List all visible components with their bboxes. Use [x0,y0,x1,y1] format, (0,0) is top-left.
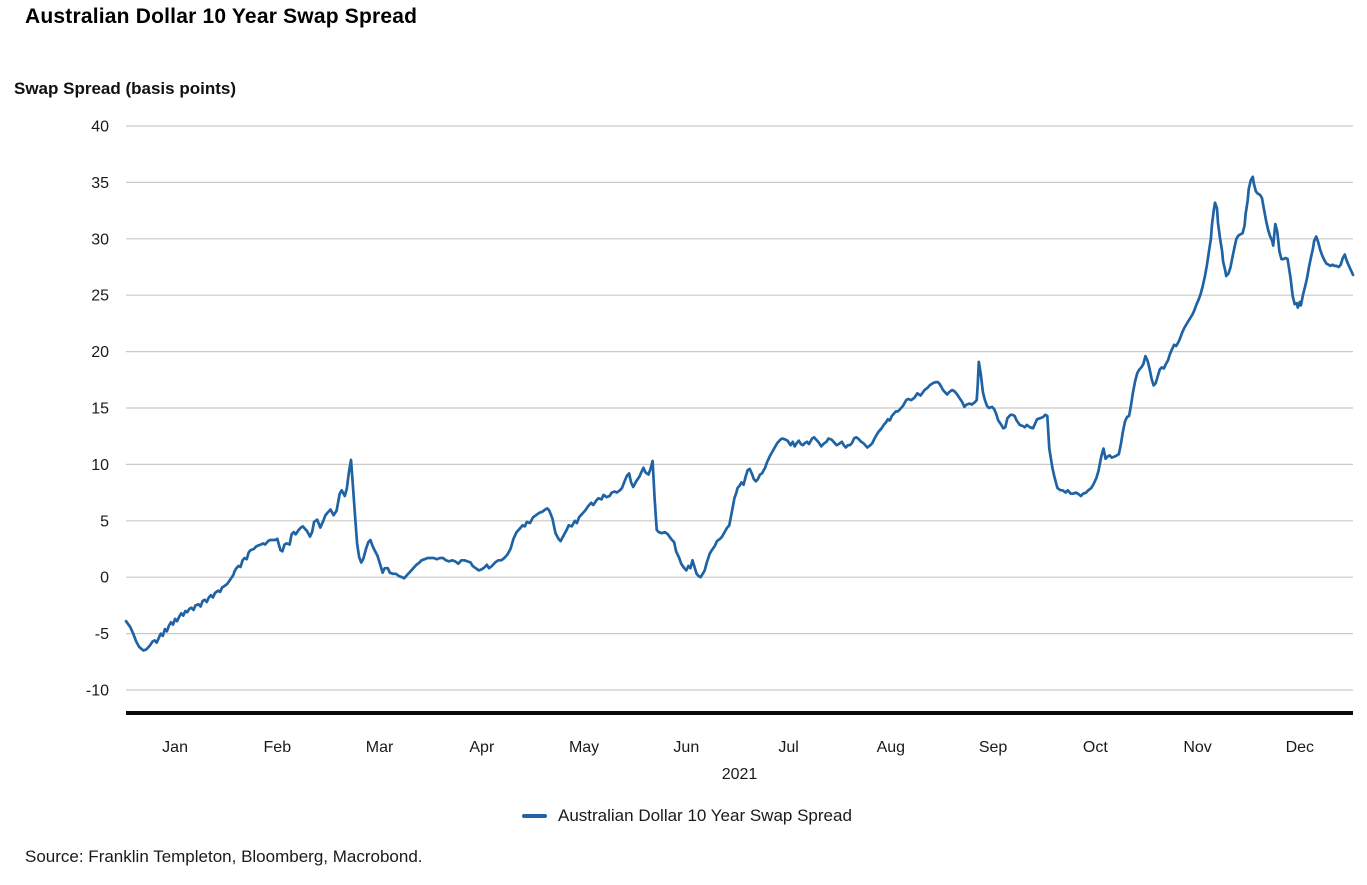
x-month-label: Jul [778,739,798,756]
legend-label: Australian Dollar 10 Year Swap Spread [558,806,852,825]
y-tick-label: 15 [91,401,109,418]
x-month-label: Jan [162,739,188,756]
y-tick-label: 10 [91,457,109,474]
x-year-label: 2021 [722,766,758,783]
y-tick-label: -5 [95,626,109,643]
x-month-label: Feb [264,739,292,756]
legend: Australian Dollar 10 Year Swap Spread [522,806,852,826]
y-tick-label: 30 [91,231,109,248]
x-month-label: Nov [1183,739,1211,756]
x-month-label: Sep [979,739,1008,756]
chart-title: Australian Dollar 10 Year Swap Spread [25,5,418,28]
y-tick-label: 25 [91,288,109,305]
y-tick-label: 35 [91,175,109,192]
source-note: Source: Franklin Templeton, Bloomberg, M… [25,847,423,866]
y-tick-label: 5 [100,513,109,530]
x-month-label: Mar [366,739,394,756]
x-month-label: Jun [673,739,699,756]
y-tick-label: 20 [91,344,109,361]
legend-line-sample-icon [522,814,547,818]
y-tick-label: 40 [91,119,109,136]
y-tick-label: 0 [100,570,109,587]
series-line [124,175,1355,652]
x-month-label: Aug [877,739,905,756]
y-axis-title: Swap Spread (basis points) [14,79,236,98]
x-month-label: Apr [469,739,495,756]
x-month-label: May [569,739,599,756]
x-month-label: Oct [1083,739,1108,756]
y-tick-label: -10 [86,683,109,700]
x-month-label: Dec [1286,739,1314,756]
